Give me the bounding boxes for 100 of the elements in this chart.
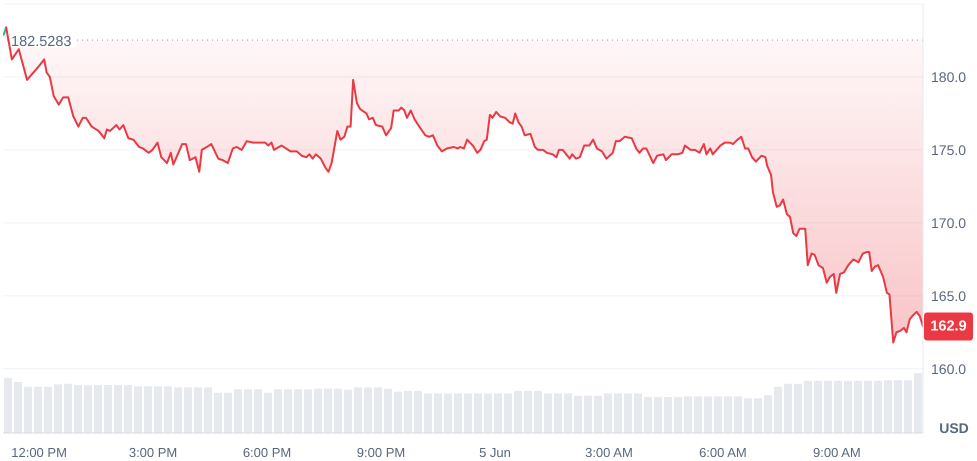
bar (424, 393, 432, 433)
bar (154, 386, 162, 433)
bar (124, 385, 132, 433)
bar (74, 385, 82, 433)
bar (744, 398, 752, 433)
bar (394, 392, 402, 433)
bar (364, 387, 372, 433)
bar (314, 388, 322, 433)
bar (754, 398, 762, 433)
bar (254, 389, 262, 433)
bar (724, 396, 732, 433)
bar (404, 391, 412, 433)
bar (174, 387, 182, 433)
bar (644, 397, 652, 433)
bar (44, 386, 52, 433)
bar (304, 389, 312, 433)
ref-line-label: 182.5283 (11, 34, 72, 50)
bar (264, 392, 272, 433)
x-tick-label: 9:00 AM (813, 445, 861, 460)
bar (444, 393, 452, 433)
y-tick-label: 180.0 (931, 68, 966, 85)
bar (344, 390, 352, 433)
bar (14, 382, 22, 433)
bar (84, 385, 92, 433)
bar (784, 384, 792, 433)
bar (274, 389, 282, 433)
bar (714, 396, 722, 433)
bar (384, 388, 392, 433)
bar (634, 393, 642, 433)
bar (824, 380, 832, 433)
bar (814, 380, 822, 433)
bar (294, 389, 302, 433)
bar (764, 395, 772, 433)
x-tick-label: 3:00 AM (585, 445, 633, 460)
bar (104, 385, 112, 433)
bar (604, 393, 612, 433)
bar (594, 396, 602, 433)
bar (684, 396, 692, 433)
bar (774, 386, 782, 433)
x-tick-label: 9:00 PM (356, 445, 406, 460)
bar (414, 391, 422, 433)
bar (614, 393, 622, 433)
bar (894, 380, 902, 433)
bar (484, 393, 492, 433)
y-tick-label: 165.0 (931, 288, 966, 304)
bar (134, 386, 142, 433)
bar (114, 385, 122, 433)
bar (864, 380, 872, 433)
bar (674, 397, 682, 433)
bar (624, 393, 632, 433)
bar (64, 384, 72, 433)
bar (374, 387, 382, 433)
bar (164, 386, 172, 433)
bar (454, 393, 462, 433)
bar (194, 387, 202, 433)
bar (434, 393, 442, 433)
bar (844, 380, 852, 433)
x-tick-label: 5 Jun (479, 445, 511, 460)
bar (584, 396, 592, 433)
bar (694, 396, 702, 433)
bar (884, 380, 892, 433)
y-tick-label: 160.0 (931, 360, 966, 377)
bar (184, 387, 192, 433)
bar (34, 386, 42, 433)
bar (794, 384, 802, 433)
bar (854, 380, 862, 433)
bar (284, 389, 292, 433)
y-tick-label: 170.0 (931, 214, 966, 231)
bar (904, 380, 912, 433)
bar (664, 397, 672, 433)
bar (514, 391, 522, 433)
bar (734, 396, 742, 433)
bar (494, 393, 502, 433)
bar (504, 393, 512, 433)
bar (874, 380, 882, 433)
bar (244, 389, 252, 433)
bar (24, 386, 32, 433)
bar (204, 387, 212, 433)
bar (464, 393, 472, 433)
bar (574, 396, 582, 433)
bar (334, 388, 342, 433)
x-tick-label: 3:00 PM (128, 445, 178, 460)
x-tick-label: 6:00 PM (242, 445, 292, 460)
bar (214, 392, 222, 433)
bar (534, 391, 542, 433)
annotation: 162.9 (930, 318, 967, 334)
bar (224, 392, 232, 433)
bar (474, 393, 482, 433)
y-axis-title: USD (939, 420, 969, 436)
x-tick-label: 12:00 PM (11, 445, 67, 460)
bar (554, 393, 562, 433)
bar (654, 397, 662, 433)
bar (324, 388, 332, 433)
bar (704, 396, 712, 433)
bar (804, 380, 812, 433)
x-tick-label: 6:00 AM (699, 445, 747, 460)
bar (564, 393, 572, 433)
bar (354, 387, 362, 433)
bar (4, 378, 12, 433)
bar (234, 389, 242, 433)
